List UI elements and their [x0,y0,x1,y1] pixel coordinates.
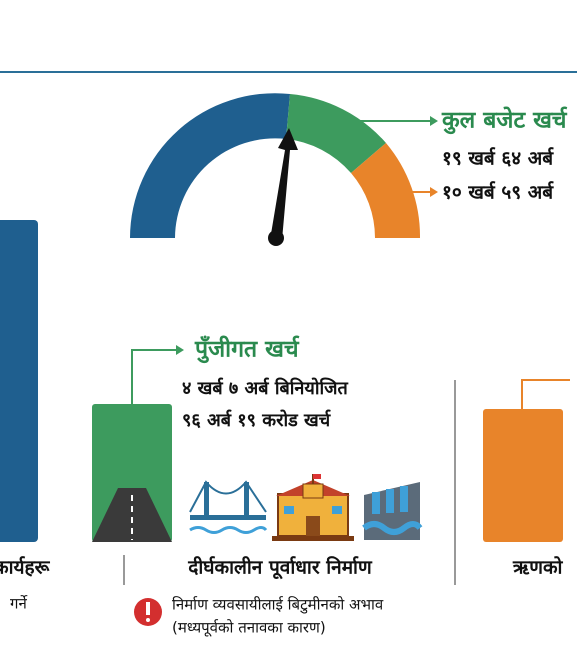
right-bar [483,409,563,542]
middle-label: दीर्घकालीन पूर्वाधार निर्माण [187,556,373,580]
arrowhead [430,187,438,197]
alert-dot [146,618,150,622]
middle-note2: (मध्यपूर्वको तनावका कारण) [172,619,326,638]
road [92,488,172,542]
capital-line1: ४ खर्ब ७ अर्ब बिनियोजित [182,377,349,399]
capital-line2: ९६ अर्ब १९ करोड खर्च [182,409,332,431]
arrowhead [430,116,438,126]
arrowhead [176,345,184,355]
middle-note1: निर्माण व्यवसायीलाई बिटुमीनको अभाव [172,596,384,615]
bridge-icon [189,480,268,534]
school-icon [272,474,354,541]
gauge-green [286,94,386,173]
gauge-title: कुल बजेट खर्च [441,106,568,135]
right-label: ऋणको [512,556,564,579]
gauge-line1: १९ खर्ब ६४ अर्ब [442,147,554,170]
needle-hub [268,230,284,246]
gauge-needle [270,128,298,240]
alert-bang [146,602,150,615]
capital-title: पुँजीगत खर्च [194,335,300,364]
left-bar [0,220,38,542]
left-label: कार्यहरू [0,556,51,579]
dam-icon [362,482,423,540]
gauge-orange [351,143,421,238]
left-note: गर्ने [10,595,28,613]
gauge-blue [130,93,290,238]
gauge-line2: १० खर्ब ५९ अर्ब [442,181,554,204]
arrow-capital [131,349,176,404]
arrow-right [521,379,570,409]
